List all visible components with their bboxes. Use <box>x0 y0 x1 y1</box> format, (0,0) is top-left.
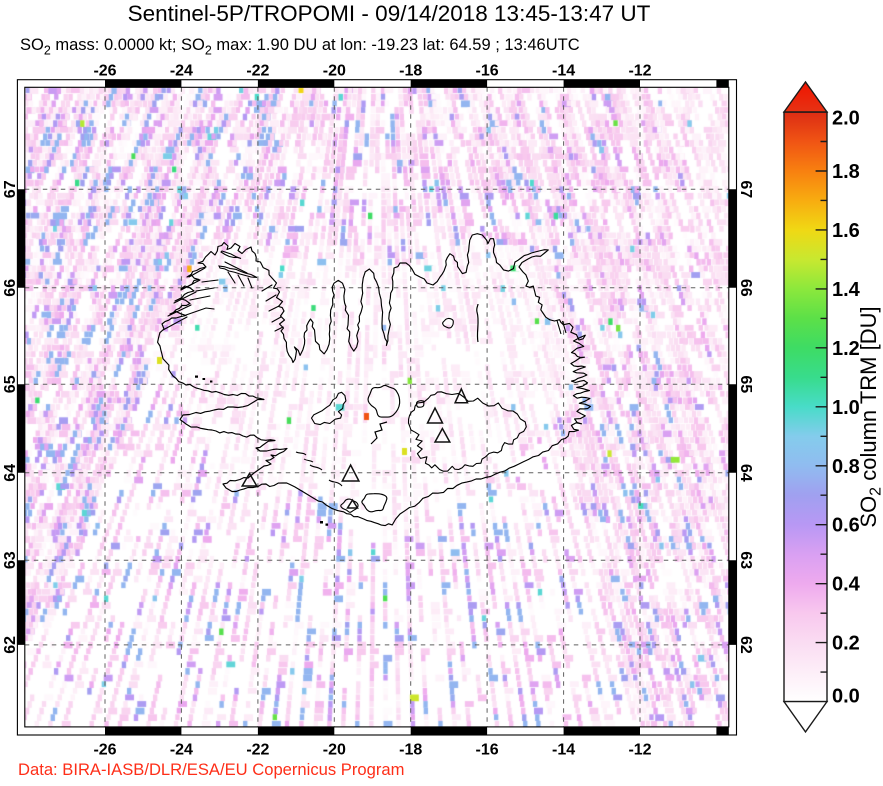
svg-text:-26: -26 <box>93 63 116 80</box>
svg-text:SO2 column TRM [DU]: SO2 column TRM [DU] <box>856 306 883 527</box>
svg-text:-22: -22 <box>246 63 269 80</box>
svg-text:62: 62 <box>2 636 19 654</box>
svg-text:-18: -18 <box>399 63 422 80</box>
svg-text:-20: -20 <box>323 63 346 80</box>
svg-text:63: 63 <box>737 551 754 569</box>
svg-text:0.4: 0.4 <box>832 574 861 596</box>
svg-text:0.8: 0.8 <box>832 456 860 478</box>
svg-text:-18: -18 <box>399 742 422 759</box>
svg-text:-24: -24 <box>170 742 193 759</box>
svg-text:66: 66 <box>737 279 754 297</box>
svg-text:1.8: 1.8 <box>832 161 860 183</box>
svg-text:0.0: 0.0 <box>832 685 860 707</box>
svg-text:-16: -16 <box>476 63 499 80</box>
svg-text:62: 62 <box>737 636 754 654</box>
svg-text:-12: -12 <box>628 742 651 759</box>
svg-text:-12: -12 <box>628 63 651 80</box>
svg-text:-22: -22 <box>246 742 269 759</box>
svg-text:64: 64 <box>2 464 19 482</box>
svg-text:67: 67 <box>2 180 19 198</box>
svg-text:65: 65 <box>737 375 754 393</box>
svg-text:-24: -24 <box>170 63 193 80</box>
svg-text:-16: -16 <box>476 742 499 759</box>
svg-text:-14: -14 <box>552 742 575 759</box>
svg-text:66: 66 <box>2 279 19 297</box>
svg-text:0.6: 0.6 <box>832 515 860 537</box>
svg-text:0.2: 0.2 <box>832 633 860 655</box>
svg-text:64: 64 <box>737 464 754 482</box>
svg-text:1.4: 1.4 <box>832 279 861 301</box>
svg-text:-20: -20 <box>323 742 346 759</box>
svg-text:-26: -26 <box>93 742 116 759</box>
svg-text:-14: -14 <box>552 63 575 80</box>
svg-text:65: 65 <box>2 375 19 393</box>
svg-text:2.0: 2.0 <box>832 108 860 130</box>
svg-text:1.6: 1.6 <box>832 220 860 242</box>
svg-text:63: 63 <box>2 551 19 569</box>
svg-text:1.2: 1.2 <box>832 338 860 360</box>
svg-text:67: 67 <box>737 180 754 198</box>
svg-text:1.0: 1.0 <box>832 397 860 419</box>
